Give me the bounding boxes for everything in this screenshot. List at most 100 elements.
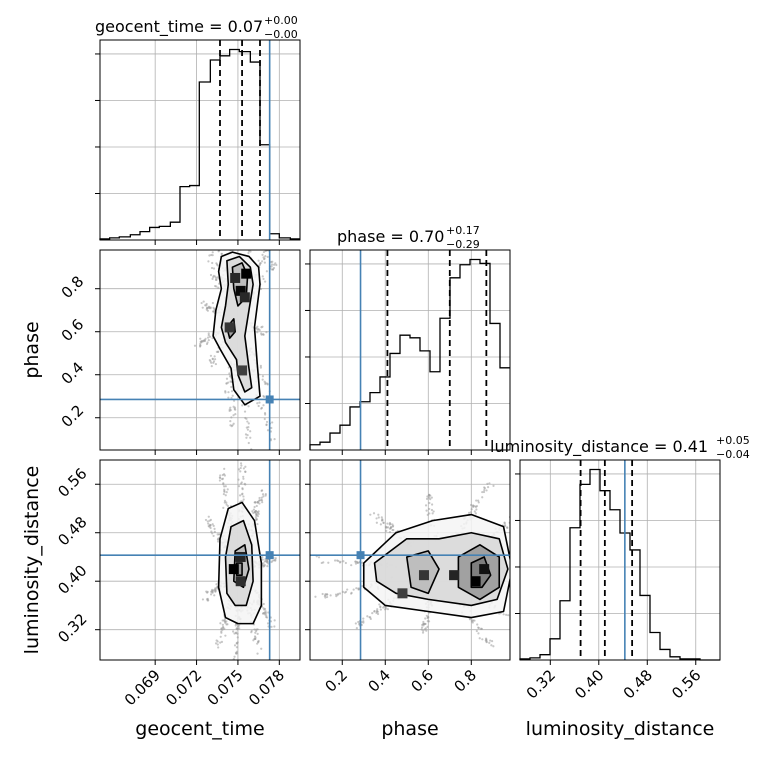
panel-phase-vs-luminosity-distance-sample-point	[517, 511, 519, 513]
panel-geocent-time-vs-luminosity-distance-sample-point	[214, 587, 217, 590]
panel-geocent-time-vs-phase-sample-point	[208, 335, 212, 338]
panel-geocent-time-vs-phase-sample-point	[244, 416, 247, 420]
panel-phase-vs-luminosity-distance-sample-point	[424, 504, 428, 507]
panel-geocent-time-vs-luminosity-distance-sample-point	[271, 559, 274, 562]
panel-geocent-time-vs-luminosity-distance-sample-point	[258, 502, 261, 505]
panel-geocent-time-vs-phase-sample-point	[270, 426, 273, 430]
panel-phase-vs-luminosity-distance-sample-point	[388, 527, 392, 530]
panel-phase-vs-luminosity-distance-sample-point	[475, 508, 478, 511]
panel-geocent-time-vs-luminosity-distance-sample-point	[201, 598, 205, 601]
panel-geocent-time-vs-luminosity-distance-sample-point	[263, 607, 267, 611]
panel-geocent-time-vs-phase-sample-point	[232, 422, 235, 425]
panel-phase-vs-luminosity-distance-sample-point	[425, 497, 429, 500]
panel-geocent-time-vs-luminosity-distance-sample-point	[261, 493, 265, 496]
panel-phase-vs-luminosity-distance-sample-point	[522, 509, 524, 511]
panel-phase-vs-luminosity-distance-sample-point	[530, 629, 532, 631]
panel-geocent-time-vs-luminosity-distance-sample-point	[217, 646, 220, 649]
panel-geocent-time-vs-luminosity-distance-sample-point	[274, 557, 277, 560]
panel-phase-vs-luminosity-distance-xtick-label: 0.8	[451, 666, 481, 696]
panel-geocent-time-vs-phase-sample-point	[214, 362, 218, 366]
panel-geocent-time-vs-phase-sample-point	[229, 246, 231, 248]
panel-geocent-time-vs-luminosity-distance-sample-point	[266, 622, 270, 625]
panel-phase-vs-luminosity-distance-sample-point	[426, 625, 429, 629]
panel-phase-vs-luminosity-distance-sample-point	[338, 561, 342, 564]
panel-geocent-time-vs-phase-sample-point	[255, 327, 258, 330]
panel-geocent-time-vs-phase-sample-point	[229, 380, 232, 383]
panel-phase-vs-luminosity-distance-sample-point	[317, 556, 321, 559]
panel-geocent-time-vs-phase-sample-point	[251, 235, 253, 237]
panel-phase-vs-luminosity-distance-sample-point	[361, 561, 364, 564]
panel-geocent-time-vs-luminosity-distance-sample-point	[242, 467, 245, 470]
panel-geocent-time-vs-luminosity-distance-sample-point	[212, 524, 215, 528]
panel-phase-vs-luminosity-distance-sample-point	[350, 564, 353, 567]
panel-geocent-time-vs-phase-sample-point	[205, 302, 208, 306]
ylabel-luminosity-distance: luminosity_distance	[21, 466, 43, 655]
xlabel-geocent-time: geocent_time	[135, 718, 264, 740]
panel-geocent-time-vs-luminosity-distance-sample-point	[261, 558, 264, 561]
panel-phase-vs-luminosity-distance-sample-point	[368, 616, 371, 619]
panel-geocent-time-vs-luminosity-distance-sample-point	[255, 517, 258, 520]
panel-geocent-time-vs-luminosity-distance-sample-point	[263, 560, 266, 563]
panel-geocent-time-vs-luminosity-distance-sample-point	[256, 511, 260, 514]
panel-geocent-time-vs-phase-sample-point	[229, 225, 231, 227]
panel-geocent-time-vs-luminosity-distance-sample-point	[237, 478, 240, 481]
panel-geocent-time-vs-luminosity-distance-ytick-label: 0.40	[54, 562, 90, 598]
panel-geocent-time-vs-phase-sample-point	[263, 280, 267, 283]
panel-geocent-time-vs-phase-sample-point	[207, 339, 210, 342]
panel-geocent-time-vs-phase-sample-point	[227, 396, 230, 399]
panel-geocent-time-vs-phase-sample-point	[207, 260, 210, 263]
panel-phase-vs-luminosity-distance-sample-point	[522, 511, 524, 513]
panel-phase-vs-luminosity-distance-sample-point	[325, 593, 329, 596]
panel-geocent-time-vs-luminosity-distance-sample-point	[266, 565, 269, 568]
panel-geocent-time-vs-luminosity-distance-sample-point	[244, 470, 247, 473]
ylabel-phase: phase	[21, 321, 43, 378]
panel-phase-vs-luminosity-distance-sample-point	[536, 501, 538, 503]
panel-phase-vs-luminosity-distance-sample-point	[491, 639, 494, 643]
panel-geocent-time-vs-phase-sample-point	[217, 286, 220, 289]
panel-phase-vs-luminosity-distance-sample-point	[485, 489, 488, 492]
panel-geocent-time-vs-phase-sample-point	[208, 254, 211, 257]
panel-geocent-time-vs-luminosity-distance-sample-point	[219, 622, 222, 625]
panel-phase-vs-luminosity-distance-sample-point	[515, 571, 517, 573]
panel-geocent-time-vs-phase-sample-point	[266, 245, 268, 247]
panel-geocent-time-vs-luminosity-distance-sample-point	[234, 624, 237, 627]
panel-geocent-time-vs-luminosity-distance-sample-point	[252, 508, 255, 511]
panel-geocent-time-vs-phase-sample-point	[206, 336, 210, 339]
panel-geocent-time-vs-phase-sample-point	[212, 267, 216, 270]
panel-phase-vs-luminosity-distance-sample-point	[388, 530, 392, 534]
panel-geocent-time-vs-luminosity-distance-ytick-label: 0.48	[54, 513, 90, 549]
panel-phase-vs-luminosity-distance-sample-point	[521, 509, 523, 511]
panel-phase-vs-luminosity-distance-sample-point	[372, 512, 376, 515]
panel-phase-vs-luminosity-distance-sample-point	[329, 594, 332, 597]
panel-phase-vs-luminosity-distance-sample-point	[376, 612, 380, 616]
panel-geocent-time-vs-phase-sample-point	[260, 332, 263, 335]
title-luminosity-distance: luminosity_distance = 0.41	[490, 437, 708, 457]
panel-phase-vs-luminosity-distance-sample-point	[321, 592, 324, 596]
panel-phase-vs-luminosity-distance-sample-point	[525, 571, 527, 573]
panel-phase-vs-luminosity-distance-sample-point	[314, 595, 317, 598]
panel-phase-vs-luminosity-distance-sample-point	[357, 620, 360, 624]
panel-geocent-time-vs-luminosity-distance-sample-point	[221, 478, 224, 481]
panel-geocent-time-vs-phase-sample-point	[211, 261, 214, 265]
panel-geocent-time-vs-phase-sample-point	[228, 375, 232, 378]
panel-phase-vs-luminosity-distance-sample-point	[542, 635, 544, 637]
panel-phase-vs-luminosity-distance-sample-point	[344, 590, 348, 593]
panel-geocent-time-vs-phase-sample-point	[246, 420, 249, 423]
panel-geocent-time-vs-luminosity-distance-sample-point	[222, 492, 225, 496]
panel-geocent-time-vs-phase-sample-point	[247, 422, 250, 425]
panel-phase-vs-luminosity-distance-sample-point	[338, 592, 342, 595]
panel-geocent-time-vs-luminosity-distance-sample-point	[253, 511, 257, 514]
panel-geocent-time-vs-phase-sample-point	[219, 247, 221, 249]
panel-geocent-time-vs-luminosity-distance-sample-point	[226, 504, 230, 508]
panel-phase-vs-luminosity-distance-sample-point	[426, 513, 429, 516]
panel-phase-vs-luminosity-distance-sample-point	[492, 645, 495, 648]
panel-geocent-time-vs-luminosity-distance-sample-point	[225, 623, 228, 626]
panel-phase-vs-luminosity-distance-sample-point	[475, 499, 478, 502]
panel-geocent-time-vs-luminosity-distance-sample-point	[214, 642, 218, 645]
panel-phase-vs-luminosity-distance-sample-point	[529, 629, 531, 631]
panel-geocent-time-vs-luminosity-distance-sample-point	[211, 591, 214, 594]
panel-phase-vs-luminosity-distance-sample-point	[527, 567, 529, 569]
panel-phase-vs-luminosity-distance-sample-point	[510, 568, 512, 570]
panel-phase-vs-luminosity-distance-sample-point	[352, 588, 355, 591]
panel-phase-vs-luminosity-distance-sample-point	[355, 627, 358, 630]
